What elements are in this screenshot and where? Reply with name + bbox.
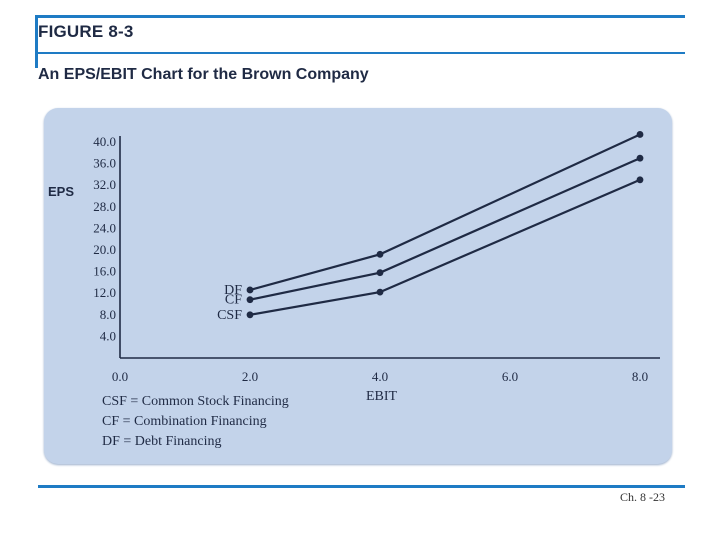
header-divider — [35, 52, 685, 54]
data-point — [246, 296, 254, 304]
data-point — [246, 311, 254, 319]
y-tick-label: 12.0 — [93, 285, 116, 300]
x-tick-label: 0.0 — [112, 369, 128, 384]
data-point — [636, 176, 644, 184]
x-tick-label: 6.0 — [502, 369, 518, 384]
y-tick-label: 40.0 — [93, 134, 116, 149]
series-line-cf — [249, 157, 641, 301]
data-point — [376, 250, 384, 258]
data-point — [376, 269, 384, 277]
legend-item-df: DF = Debt Financing — [102, 434, 222, 449]
legend-item-cf: CF = Combination Financing — [102, 414, 267, 429]
y-tick-label: 4.0 — [100, 328, 116, 343]
series-label-df: DF — [224, 283, 242, 298]
y-tick-label: 16.0 — [93, 264, 116, 279]
figure-title: An EPS/EBIT Chart for the Brown Company — [38, 66, 369, 83]
data-point — [376, 288, 384, 296]
y-tick-labels: 4.0 8.0 12.0 16.0 20.0 24.0 28.0 32.0 36.0 40.0 — [93, 134, 116, 343]
header-left-rule — [35, 16, 38, 68]
slide-number: Ch. 8 -23 — [620, 490, 665, 504]
footer-rule — [38, 485, 685, 488]
x-tick-label: 4.0 — [372, 369, 388, 384]
series-line-csf — [249, 178, 641, 316]
y-axis-label: EPS — [48, 184, 74, 199]
chart-axes — [119, 136, 660, 359]
y-tick-label: 8.0 — [100, 307, 116, 322]
legend: CSF = Common Stock Financing CF = Combin… — [102, 392, 289, 452]
series-label-cf: CF — [225, 293, 242, 308]
data-point — [636, 131, 644, 138]
x-tick-labels: 0.0 2.0 4.0 6.0 8.0 — [112, 369, 648, 384]
header-top-rule — [35, 15, 685, 18]
y-tick-label: 32.0 — [93, 177, 116, 192]
y-tick-label: 24.0 — [93, 220, 116, 235]
data-point — [636, 154, 644, 162]
series-label-csf: CSF — [217, 308, 242, 323]
data-point — [246, 286, 254, 294]
x-tick-label: 2.0 — [242, 369, 258, 384]
x-axis-label: EBIT — [366, 389, 398, 404]
figure-label: FIGURE 8-3 — [38, 22, 134, 41]
legend-item-csf: CSF = Common Stock Financing — [102, 394, 289, 409]
series-line-df — [249, 133, 641, 292]
y-tick-label: 36.0 — [93, 156, 116, 171]
y-tick-label: 28.0 — [93, 199, 116, 214]
x-tick-label: 8.0 — [632, 369, 648, 384]
y-tick-label: 20.0 — [93, 242, 116, 257]
